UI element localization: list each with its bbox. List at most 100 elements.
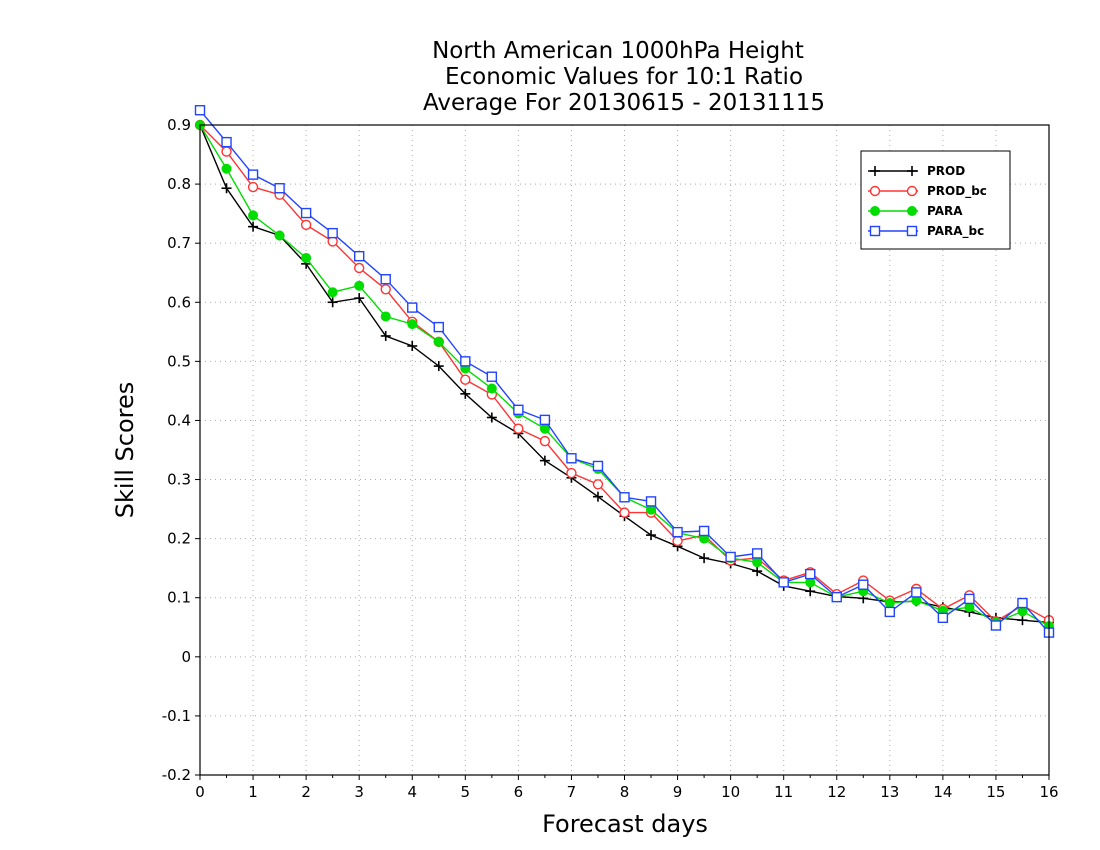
data-point-prod — [486, 412, 497, 423]
data-point-para-bc — [990, 620, 1002, 631]
legend: PROD PROD_bc PARA PARA_bc — [860, 150, 1011, 250]
x-tick-label: 5 — [461, 783, 471, 801]
data-point-prod-bc — [221, 146, 232, 157]
data-point-prod — [539, 455, 550, 466]
data-point-para-bc — [645, 496, 657, 507]
data-point-prod — [354, 293, 365, 304]
legend-marker-right — [906, 225, 918, 237]
x-tick-label: 12 — [827, 783, 846, 801]
data-point-para-bc — [964, 593, 975, 605]
x-tick-label: 6 — [514, 783, 524, 801]
data-point-prod — [699, 553, 710, 564]
data-point-prod-bc — [380, 284, 391, 295]
data-point-para-bc — [858, 579, 869, 590]
data-point-prod — [248, 221, 259, 232]
data-point-para-bc — [619, 492, 630, 503]
x-tick-label: 2 — [301, 783, 311, 801]
y-tick-label: 0.1 — [167, 589, 191, 607]
y-tick-label: 0.7 — [167, 234, 191, 252]
data-point-prod-bc — [566, 467, 577, 479]
data-point-para-bc — [380, 274, 391, 285]
data-point-para — [248, 210, 259, 221]
data-point-prod — [460, 388, 471, 399]
data-point-prod-bc — [247, 181, 259, 193]
legend-marker-right — [906, 185, 918, 197]
data-point-prod — [805, 586, 816, 597]
data-point-prod-bc — [353, 262, 365, 274]
legend-label: PARA_bc — [927, 224, 984, 239]
data-point-para — [301, 252, 312, 263]
data-point-para-bc — [539, 414, 551, 426]
x-tick-label: 7 — [567, 783, 577, 801]
legend-marker-right — [907, 206, 917, 216]
legend-marker-left — [869, 185, 881, 197]
legend-label: PARA — [927, 204, 963, 218]
legend-item-prod-bc: PROD_bc — [868, 184, 987, 199]
data-point-para-bc — [911, 587, 922, 598]
data-point-prod-bc — [539, 435, 551, 447]
data-point-para-bc — [221, 136, 232, 148]
data-point-prod-bc — [300, 219, 312, 231]
x-tick-label: 0 — [195, 783, 205, 801]
x-tick-label: 9 — [673, 783, 683, 801]
data-point-prod-bc — [672, 535, 683, 547]
data-point-para-bc — [566, 453, 577, 464]
data-point-para-bc — [300, 207, 312, 219]
data-point-para-bc — [327, 227, 338, 239]
data-point-para-bc — [884, 606, 896, 618]
data-point-prod — [592, 491, 603, 502]
x-tick-label: 8 — [620, 783, 630, 801]
data-point-para — [274, 230, 285, 241]
grid-lines — [200, 125, 1049, 775]
x-tick-label: 13 — [880, 783, 899, 801]
data-point-para — [433, 336, 444, 347]
x-axis-title: Forecast days — [542, 810, 708, 838]
x-tick-label: 11 — [774, 783, 793, 801]
series-para-bc — [194, 105, 1055, 638]
x-tick-label: 14 — [933, 783, 952, 801]
y-tick-label: -0.1 — [162, 707, 191, 725]
data-point-prod-bc — [513, 423, 524, 434]
chart-title-line-3: Average For 20130615 - 20131115 — [423, 90, 825, 116]
y-tick-label: 0.3 — [167, 471, 191, 489]
data-point-para-bc — [751, 548, 763, 559]
legend-item-prod: PROD — [868, 164, 965, 178]
y-tick-label: 0.6 — [167, 293, 191, 311]
y-tick-label: 0.9 — [167, 116, 191, 134]
data-point-prod — [1017, 615, 1028, 626]
x-tick-label: 16 — [1039, 783, 1058, 801]
data-point-para — [354, 280, 365, 291]
data-point-prod — [407, 341, 418, 351]
data-point-prod — [380, 330, 391, 341]
legend-marker-left — [870, 206, 880, 216]
x-tick-label: 15 — [986, 783, 1005, 801]
x-tick-label: 4 — [407, 783, 417, 801]
data-point-para — [486, 383, 497, 394]
data-point-para-bc — [247, 169, 259, 180]
data-point-prod — [221, 183, 232, 194]
x-tick-label: 3 — [354, 783, 364, 801]
data-point-para-bc — [486, 371, 498, 382]
data-point-para-bc — [805, 568, 816, 580]
axes: 0 1 2 3 4 5 6 7 8 9 10 11 12 13 14 15 16-0.2-0.100.10.20… — [162, 116, 1059, 801]
legend-marker-left — [870, 166, 880, 176]
data-point-para — [380, 311, 391, 322]
chart-title: North American 1000hPa Height Economic V… — [423, 38, 825, 116]
data-point-prod-bc — [592, 479, 604, 490]
data-point-para-bc — [513, 404, 524, 416]
plot-frame — [199, 124, 1050, 776]
y-tick-label: 0 — [181, 648, 191, 666]
data-point-para-bc — [433, 321, 444, 333]
data-point-prod-bc — [460, 374, 471, 385]
data-point-para-bc — [1017, 597, 1028, 609]
legend-marker-right — [907, 166, 917, 176]
data-point-para — [221, 163, 232, 174]
legend-marker-left — [869, 225, 881, 237]
data-point-para-bc — [353, 250, 365, 262]
data-point-para-bc — [698, 525, 710, 537]
data-point-para-bc — [672, 526, 683, 538]
chart-title-line-2: Economic Values for 10:1 Ratio — [445, 64, 803, 90]
legend-label: PROD — [927, 164, 965, 178]
legend-item-para-bc: PARA_bc — [868, 224, 984, 239]
chart-title-line-1: North American 1000hPa Height — [432, 38, 804, 64]
